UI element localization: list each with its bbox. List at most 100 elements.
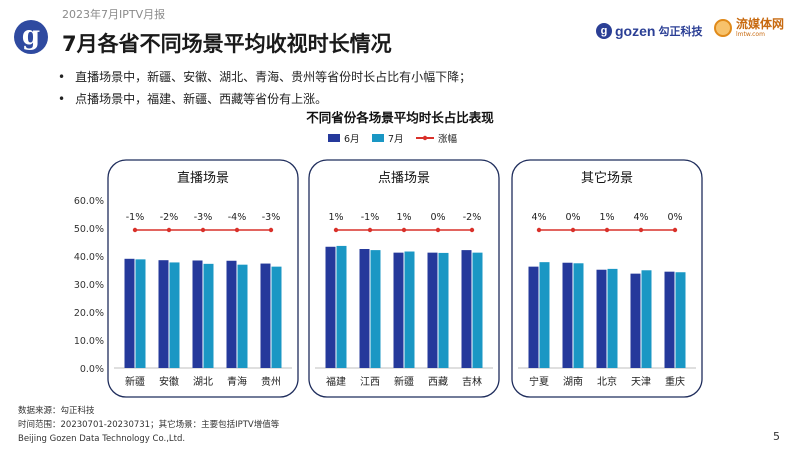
bar-july xyxy=(404,251,415,368)
bar-july xyxy=(438,252,449,368)
legend-swatch-july xyxy=(372,134,384,142)
page-number: 5 xyxy=(773,430,780,443)
bar-july xyxy=(169,262,180,368)
y-tick-label: 50.0% xyxy=(74,224,104,235)
bar-june xyxy=(528,266,539,368)
change-marker xyxy=(469,227,475,233)
change-label: -4% xyxy=(228,212,247,223)
bar-june xyxy=(664,271,675,368)
x-tick-label: 北京 xyxy=(597,375,617,388)
bar-july xyxy=(641,270,652,368)
bar-july xyxy=(573,263,584,368)
change-label: -2% xyxy=(160,212,179,223)
change-label: -3% xyxy=(194,212,213,223)
change-marker xyxy=(268,227,274,233)
change-marker xyxy=(435,227,441,233)
footer-source: 数据来源：勾正科技 xyxy=(18,406,95,416)
lmtw-logo-icon xyxy=(714,19,732,37)
change-label: 4% xyxy=(531,212,546,223)
brand-gozen-zh: 勾正科技 xyxy=(658,26,703,38)
x-tick-label: 江西 xyxy=(360,376,380,388)
bar-july xyxy=(607,268,618,368)
change-marker xyxy=(166,227,172,233)
y-tick-label: 30.0% xyxy=(74,280,104,291)
x-tick-label: 吉林 xyxy=(462,375,482,388)
page-title: 7月各省不同场景平均收视时长情况 xyxy=(62,32,392,56)
report-label: 2023年7月IPTV月报 xyxy=(62,8,166,21)
summary-bullets: 直播场景中，新疆、安徽、湖北、青海、贵州等省份时长占比有小幅下降； 点播场景中，… xyxy=(58,66,471,110)
bar-june xyxy=(461,250,472,368)
x-tick-label: 贵州 xyxy=(261,375,281,388)
change-marker xyxy=(401,227,407,233)
panel-border xyxy=(308,159,500,398)
bullet-item: 直播场景中，新疆、安徽、湖北、青海、贵州等省份时长占比有小幅下降； xyxy=(58,66,471,88)
panel-title: 点播场景 xyxy=(378,171,430,186)
legend-label-june: 6月 xyxy=(344,134,360,145)
x-tick-label: 西藏 xyxy=(428,376,448,388)
legend-swatch-june xyxy=(328,134,340,142)
x-tick-label: 重庆 xyxy=(665,375,685,388)
panel-title: 直播场景 xyxy=(177,171,229,186)
change-marker xyxy=(333,227,339,233)
gozen-logo-icon: g xyxy=(14,20,48,54)
brand-lmtw-url: lmtw.com xyxy=(736,31,765,38)
change-label: 0% xyxy=(430,212,445,223)
bar-july xyxy=(370,250,381,368)
brand-gozen: g gozen 勾正科技 xyxy=(596,20,702,42)
y-tick-label: 0.0% xyxy=(80,364,104,375)
change-marker xyxy=(536,227,542,233)
legend-label-july: 7月 xyxy=(388,134,404,145)
bar-july xyxy=(135,259,146,368)
x-tick-label: 湖北 xyxy=(193,376,213,388)
bar-june xyxy=(562,262,573,368)
bullet-item: 点播场景中，福建、新疆、西藏等省份有上涨。 xyxy=(58,88,471,110)
change-label: 1% xyxy=(328,212,343,223)
bar-july xyxy=(203,263,214,368)
bar-july xyxy=(237,264,248,368)
x-tick-label: 安徽 xyxy=(159,375,179,388)
change-marker xyxy=(234,227,240,233)
change-label: -2% xyxy=(463,212,482,223)
change-marker xyxy=(604,227,610,233)
bar-june xyxy=(158,260,169,368)
bar-june xyxy=(596,269,607,368)
bar-june xyxy=(630,273,641,368)
gozen-mark-icon: g xyxy=(596,23,612,39)
bar-june xyxy=(359,249,370,368)
brand-lmtw: 流媒体网 lmtw.com xyxy=(714,18,784,38)
change-label: 1% xyxy=(396,212,411,223)
change-label: 1% xyxy=(599,212,614,223)
x-tick-label: 宁夏 xyxy=(529,375,549,388)
bar-july xyxy=(336,245,347,368)
bar-june xyxy=(192,260,203,368)
bar-july xyxy=(472,252,483,368)
change-marker xyxy=(367,227,373,233)
chart-title: 不同省份各场景平均时长占比表现 xyxy=(306,110,494,125)
bar-june xyxy=(393,252,404,368)
x-tick-label: 新疆 xyxy=(125,375,145,388)
panel-border xyxy=(511,159,703,398)
bar-june xyxy=(260,263,271,368)
bar-july xyxy=(539,262,550,368)
change-label: -3% xyxy=(262,212,281,223)
panel-border xyxy=(107,159,299,398)
bar-july xyxy=(271,266,282,368)
x-tick-label: 青海 xyxy=(227,375,247,388)
change-label: 0% xyxy=(565,212,580,223)
brand-gozen-en: gozen xyxy=(615,23,656,39)
bar-june xyxy=(427,252,438,368)
y-tick-label: 10.0% xyxy=(74,336,104,347)
bar-june xyxy=(124,258,135,368)
x-tick-label: 福建 xyxy=(326,375,346,388)
change-label: 0% xyxy=(667,212,682,223)
change-marker xyxy=(672,227,678,233)
y-tick-label: 40.0% xyxy=(74,252,104,263)
x-tick-label: 新疆 xyxy=(394,375,414,388)
change-marker xyxy=(200,227,206,233)
footer-company: Beijing Gozen Data Technology Co.,Ltd. xyxy=(18,434,186,444)
bar-july xyxy=(675,272,686,368)
brand-lmtw-name: 流媒体网 xyxy=(736,17,785,31)
change-label: 4% xyxy=(633,212,648,223)
legend-label-change: 涨幅 xyxy=(438,133,458,145)
bar-june xyxy=(226,260,237,368)
